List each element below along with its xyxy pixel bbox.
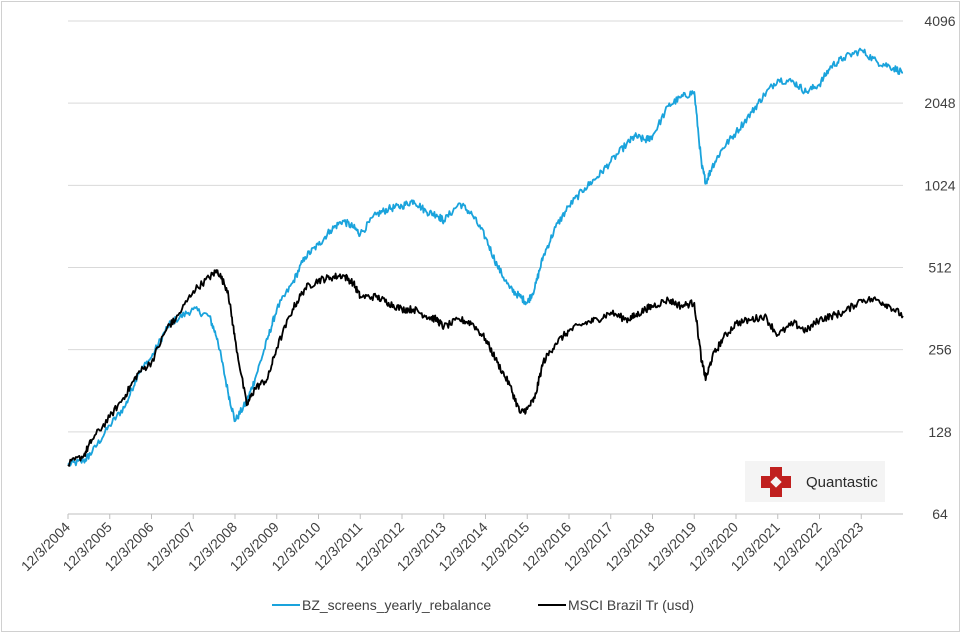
series-line-0 bbox=[67, 47, 904, 467]
y-axis-ticks: 64 128 256 512 1024 2048 4096 bbox=[924, 13, 955, 522]
y-tick-label: 2048 bbox=[924, 95, 955, 111]
y-tick-label: 256 bbox=[928, 342, 952, 358]
logo-text: Quantastic bbox=[806, 474, 878, 491]
x-axis bbox=[67, 513, 903, 519]
gridlines bbox=[68, 20, 903, 433]
logo-cross-icon bbox=[761, 467, 791, 497]
y-tick-label: 64 bbox=[932, 506, 948, 522]
legend: BZ_screens_yearly_rebalance MSCI Brazil T… bbox=[272, 597, 694, 613]
y-tick-label: 4096 bbox=[924, 13, 955, 29]
x-axis-ticks: 12/3/200412/3/200512/3/200612/3/200712/3… bbox=[18, 519, 867, 575]
legend-label: BZ_screens_yearly_rebalance bbox=[302, 597, 491, 613]
y-tick-label: 512 bbox=[928, 260, 952, 276]
quantastic-logo: Quantastic bbox=[745, 461, 885, 502]
series-line-1 bbox=[67, 269, 904, 467]
legend-label: MSCI Brazil Tr (usd) bbox=[568, 597, 694, 613]
y-tick-label: 128 bbox=[928, 424, 952, 440]
series-lines bbox=[67, 47, 904, 467]
y-tick-label: 1024 bbox=[924, 177, 955, 193]
